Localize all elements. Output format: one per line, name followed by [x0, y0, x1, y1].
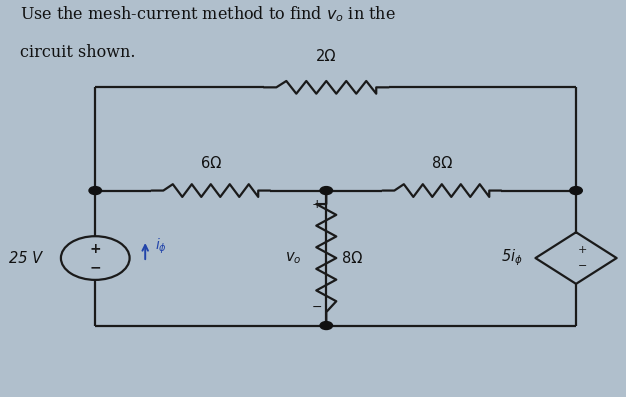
Text: −: −: [312, 301, 322, 314]
Text: +: +: [312, 198, 322, 212]
Text: +: +: [90, 242, 101, 256]
Text: 5$i_\phi$: 5$i_\phi$: [501, 248, 523, 268]
Text: Use the mesh-current method to find $v_o$ in the: Use the mesh-current method to find $v_o…: [20, 4, 396, 24]
Text: −: −: [90, 260, 101, 274]
Text: circuit shown.: circuit shown.: [20, 44, 136, 61]
Text: −: −: [578, 261, 587, 271]
Circle shape: [320, 187, 332, 195]
Text: +: +: [578, 245, 587, 255]
Circle shape: [320, 322, 332, 330]
Text: $i_\phi$: $i_\phi$: [155, 237, 167, 256]
Text: 6Ω: 6Ω: [201, 156, 221, 171]
Text: 8Ω: 8Ω: [342, 251, 362, 266]
Text: 25 V: 25 V: [9, 251, 42, 266]
Text: 2Ω: 2Ω: [316, 48, 336, 64]
Text: $v_o$: $v_o$: [285, 250, 301, 266]
Circle shape: [89, 187, 101, 195]
Circle shape: [570, 187, 582, 195]
Text: 8Ω: 8Ω: [432, 156, 452, 171]
